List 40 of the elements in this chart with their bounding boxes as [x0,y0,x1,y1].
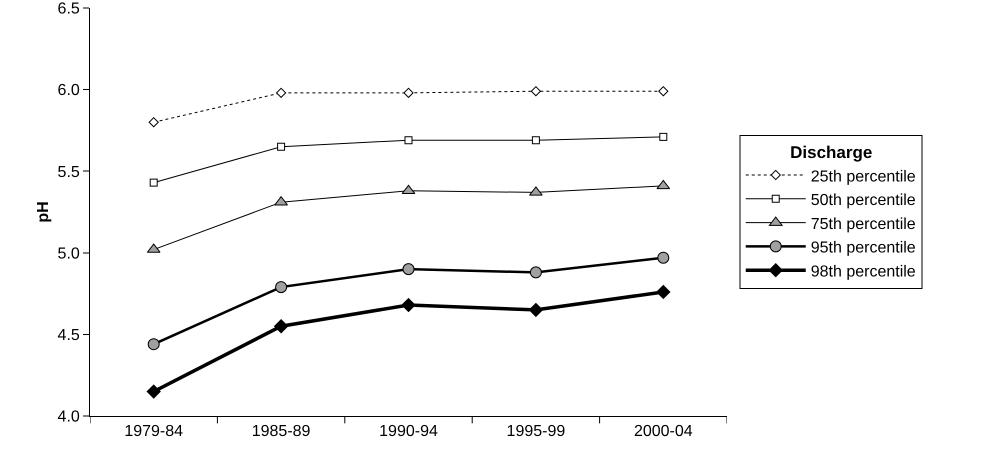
x-tick-label: 1995-99 [506,423,566,440]
point [657,252,670,264]
x-tick-label: 1979-84 [124,423,184,440]
point [277,142,286,151]
x-tick-label: 1985-89 [252,423,311,440]
point [656,284,670,299]
legend-label: 75th percentile [810,216,916,233]
point [274,319,288,334]
point [402,263,414,276]
point [404,136,412,144]
legend-label: 50th percentile [810,192,916,210]
point [275,281,288,294]
point [402,184,416,194]
point [530,266,542,278]
x-tick-label: 2000-04 [634,423,693,440]
y-tick-label: 6.5 [58,0,80,18]
point [528,302,543,317]
point [658,86,668,96]
x-tick-label: 1990-94 [379,423,438,440]
y-tick-label: 4.0 [58,408,80,426]
legend-label: 95th percentile [810,240,916,257]
point [403,88,414,98]
legend-label: 25th percentile [810,168,916,186]
point [146,384,161,399]
legend-label: 98th percentile [810,263,916,280]
point [148,117,159,128]
y-tick-label: 6.0 [58,82,80,100]
point [529,186,543,196]
y-tick-label: 5.0 [58,245,80,262]
y-tick-label: 4.5 [58,327,80,344]
point [276,88,286,98]
point [150,178,158,187]
y-tick-label: 5.5 [58,164,80,181]
point [402,298,416,312]
legend-title: Discharge [790,143,872,162]
point [530,86,541,96]
point [532,136,540,144]
point [659,132,668,141]
point [148,338,160,350]
y-axis-title: pH [35,201,52,223]
